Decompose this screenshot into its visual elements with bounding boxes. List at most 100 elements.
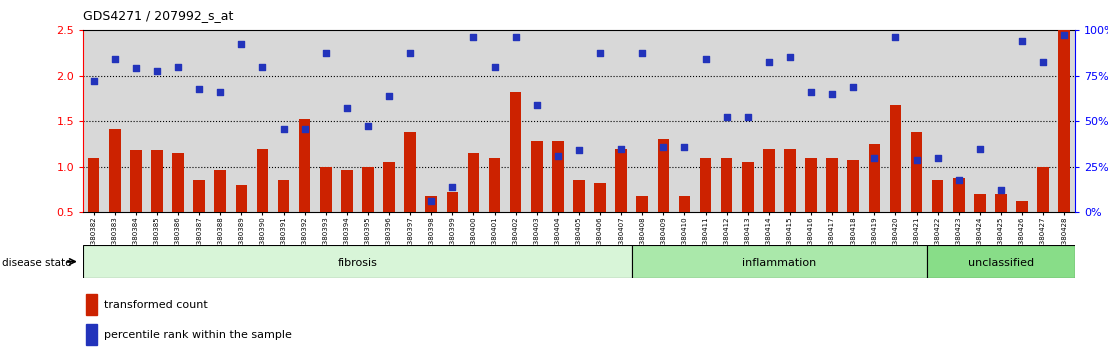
Bar [615,149,627,212]
Point [1055,32,1073,38]
Bar [510,92,522,212]
Bar [425,196,437,212]
Bar [109,129,121,212]
Bar [320,167,331,212]
Point [760,59,778,65]
Bar [678,196,690,212]
Bar [151,150,163,212]
Bar [953,178,965,212]
Bar [742,162,753,212]
Bar [85,324,96,345]
FancyBboxPatch shape [927,245,1075,278]
Bar [763,149,774,212]
Bar [468,153,480,212]
Point [655,144,673,150]
Point [548,153,566,159]
Point [971,146,988,152]
Point [802,89,820,95]
Bar [573,181,585,212]
Text: GDS4271 / 207992_s_at: GDS4271 / 207992_s_at [83,9,234,22]
Point [317,50,335,56]
Point [127,65,145,71]
Bar [447,192,458,212]
Bar [869,144,880,212]
Bar [700,158,711,212]
Bar [193,181,205,212]
Bar [636,196,648,212]
Point [697,56,715,62]
Point [422,199,440,204]
Bar [827,158,838,212]
Bar [657,139,669,212]
Point [170,64,187,69]
Point [676,144,694,150]
Point [823,91,841,97]
Bar [1058,21,1070,212]
Bar [848,160,859,212]
Bar [257,149,268,212]
Text: inflammation: inflammation [742,258,817,268]
Point [485,64,503,69]
Bar [362,167,373,212]
Text: fibrosis: fibrosis [338,258,378,268]
Text: disease state: disease state [2,258,72,268]
Point [844,84,862,90]
Bar [85,294,96,315]
Bar [594,183,606,212]
Bar [236,185,247,212]
Point [1034,59,1051,65]
Text: unclassified: unclassified [968,258,1034,268]
Bar [552,141,564,212]
Bar [299,119,310,212]
FancyBboxPatch shape [632,245,927,278]
Bar [215,170,226,212]
Bar [932,181,943,212]
Point [506,35,524,40]
Point [570,148,587,153]
Point [296,126,314,131]
Point [191,86,208,92]
Bar [88,158,100,212]
Point [1013,38,1030,44]
Bar [890,105,901,212]
FancyBboxPatch shape [83,245,632,278]
Bar [383,162,394,212]
Point [464,35,482,40]
Point [592,50,609,56]
Point [527,102,545,108]
Point [907,157,925,162]
Point [380,93,398,98]
Bar [721,158,732,212]
Bar [784,149,796,212]
Bar [974,194,986,212]
Bar [172,153,184,212]
Point [865,155,883,161]
Bar [531,141,543,212]
Bar [404,132,416,212]
Point [992,187,1009,193]
Point [106,56,124,62]
Bar [278,179,289,212]
Point [781,55,799,60]
Point [359,123,377,129]
Text: percentile rank within the sample: percentile rank within the sample [104,330,291,340]
Bar [911,132,922,212]
Point [443,184,461,190]
Bar [489,158,501,212]
Point [613,146,630,152]
Point [929,155,946,161]
Point [718,114,736,120]
Point [401,50,419,56]
Point [338,105,356,110]
Bar [1016,201,1028,212]
Text: transformed count: transformed count [104,299,208,310]
Point [212,89,229,95]
Point [275,126,293,131]
Bar [130,150,142,212]
Point [739,114,757,120]
Bar [995,194,1007,212]
Bar [806,158,817,212]
Point [233,41,250,47]
Point [950,178,967,183]
Point [148,68,166,74]
